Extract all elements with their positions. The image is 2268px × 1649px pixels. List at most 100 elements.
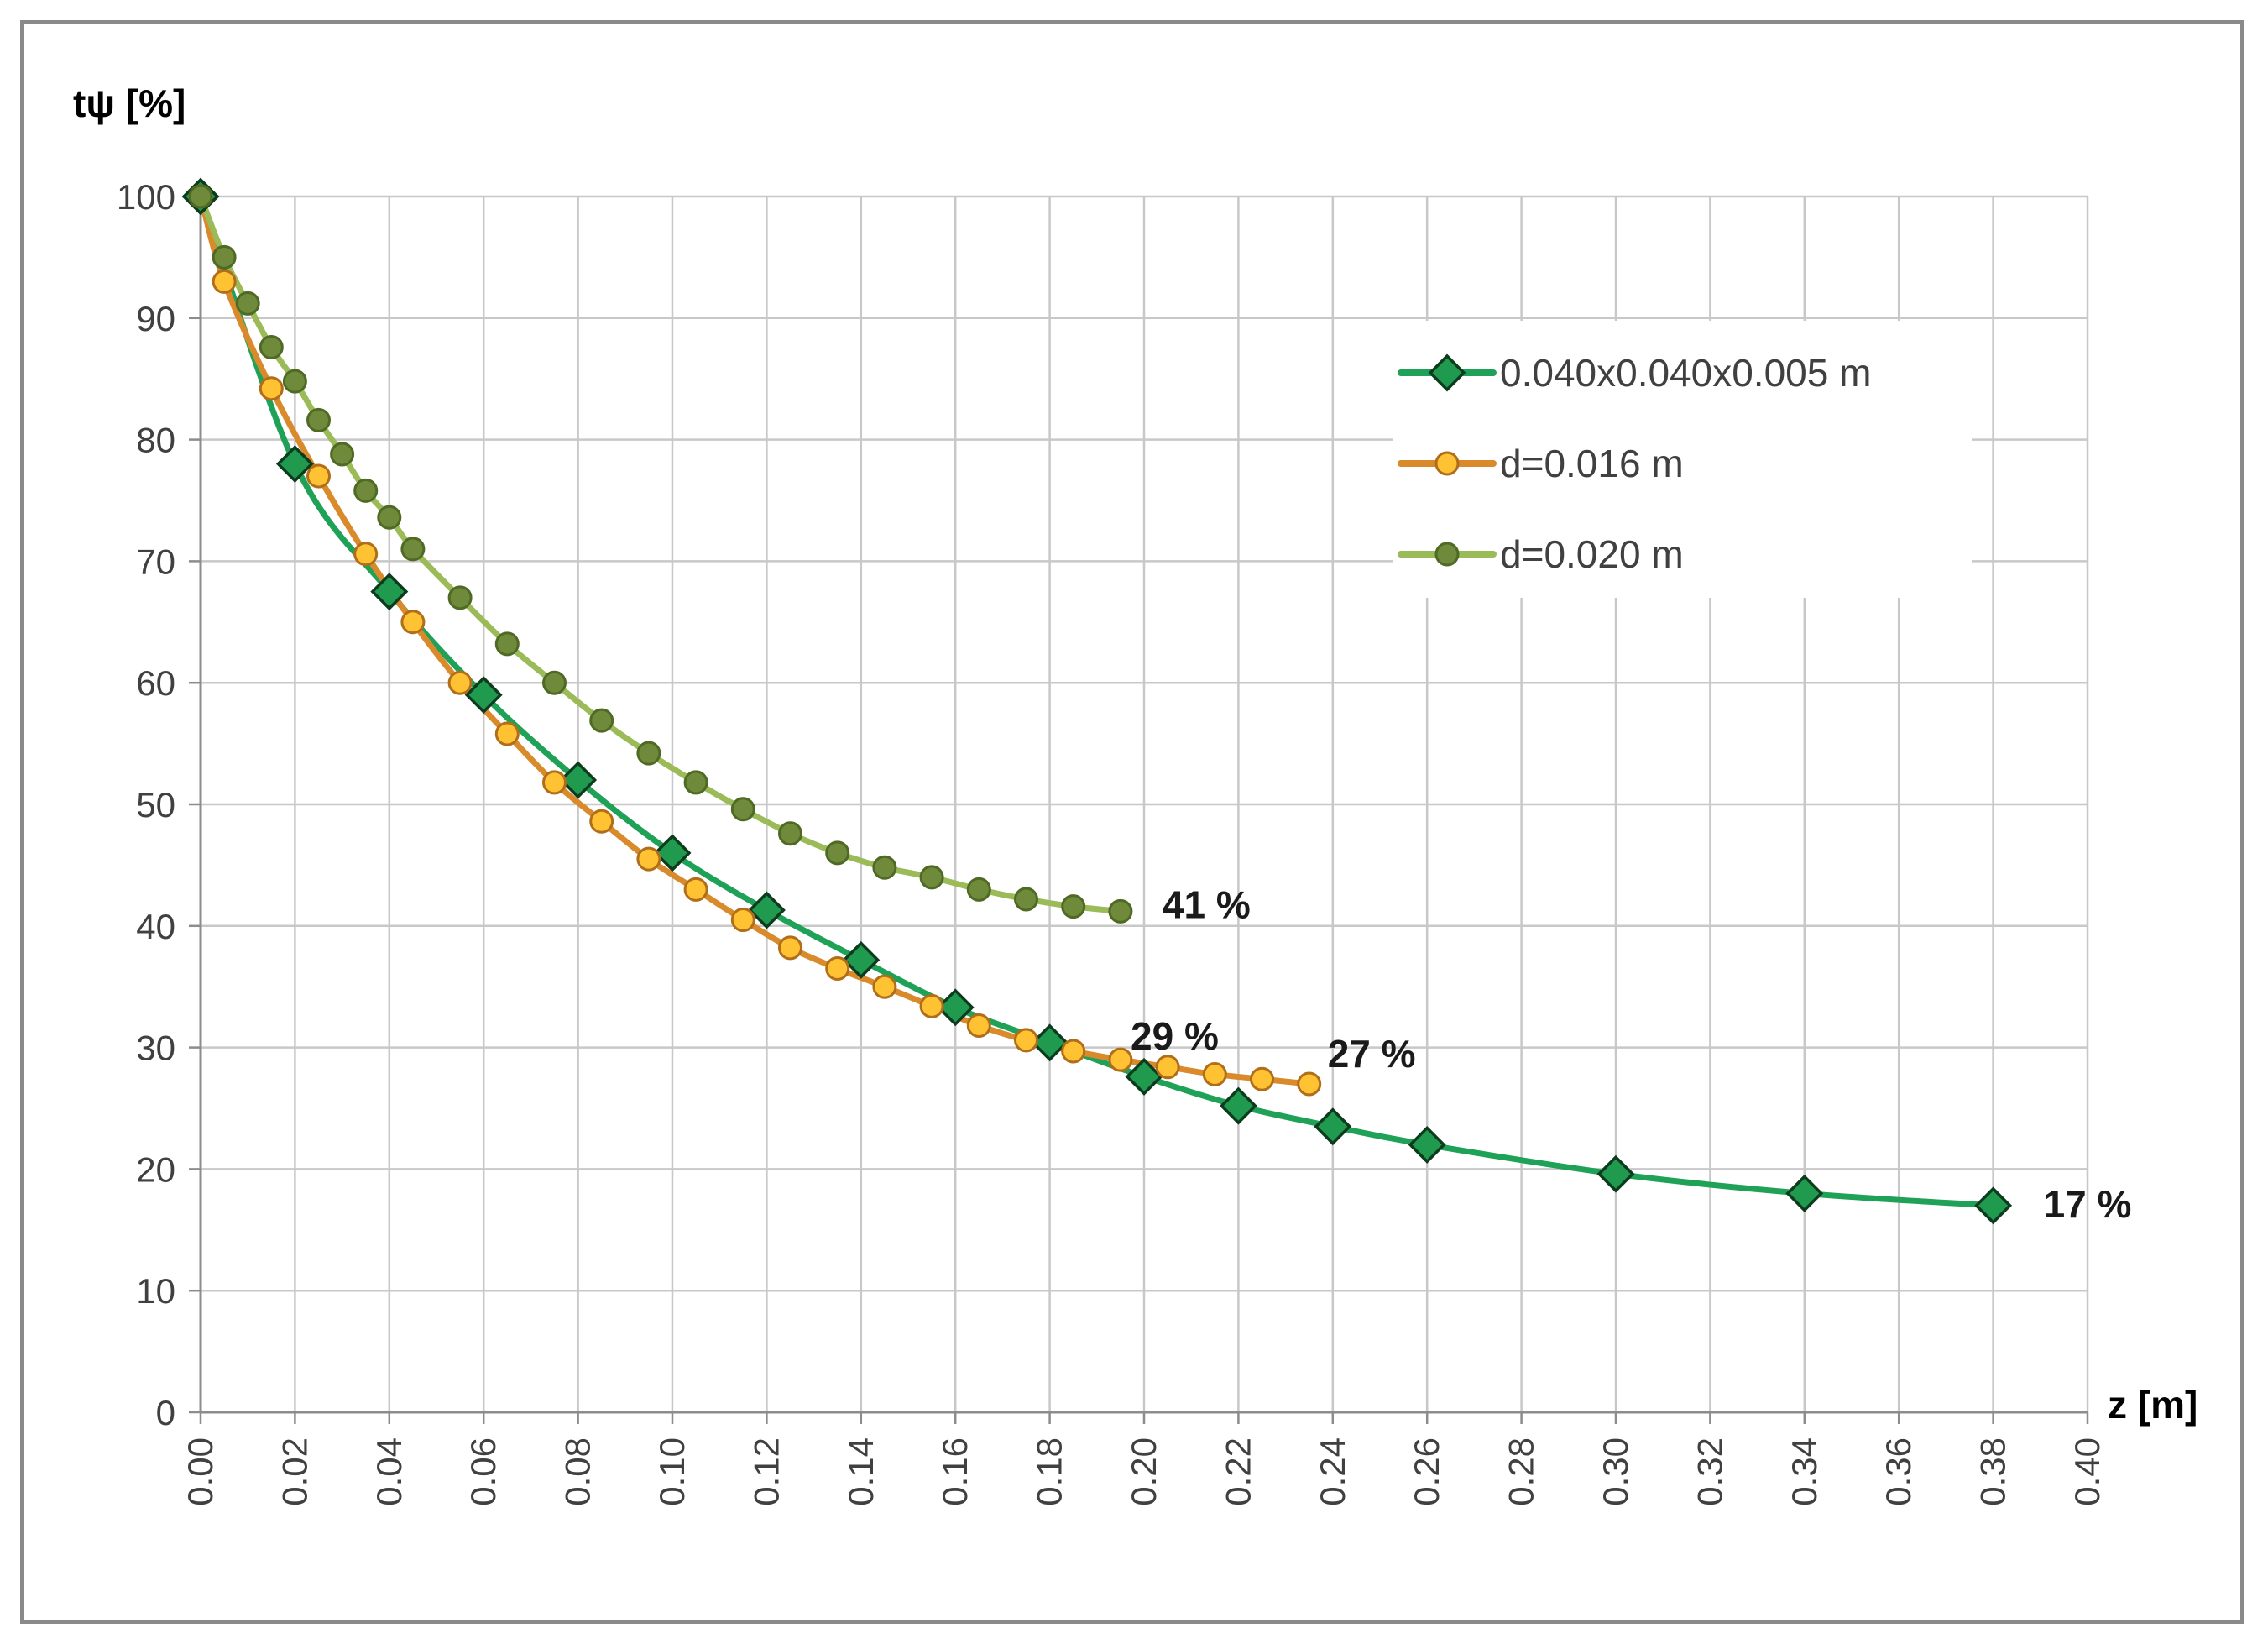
- legend-swatch-marker: [1434, 451, 1460, 476]
- data-point: [212, 269, 237, 294]
- data-point: [919, 865, 944, 890]
- data-point: [1250, 1066, 1274, 1091]
- data-point: [447, 585, 473, 610]
- y-tick-label: 60: [136, 663, 175, 703]
- y-tick-label: 90: [136, 299, 175, 338]
- data-point: [589, 809, 614, 834]
- y-tick-label: 0: [156, 1393, 175, 1432]
- data-point: [400, 537, 426, 562]
- data-markers: [181, 177, 2013, 1225]
- data-point: [306, 463, 331, 489]
- x-tick-label: 0.26: [1407, 1437, 1446, 1506]
- legend-label: d=0.020 m: [1500, 532, 1684, 576]
- data-point: [1219, 1086, 1257, 1125]
- data-point: [542, 770, 567, 795]
- chart-frame: 0 10 20 30 40 50 60 70 80 90 100 0.00 0.02 0.04 0.06 0…: [20, 20, 2244, 1624]
- legend: 0.040x0.040x0.005 m d=0.016 m d=0.020 m: [1393, 321, 1972, 598]
- y-tick-label: 50: [136, 785, 175, 824]
- data-point: [1014, 1028, 1038, 1053]
- x-tick-label: 0.08: [558, 1437, 598, 1506]
- legend-label: 0.040x0.040x0.005 m: [1500, 351, 1871, 395]
- data-point: [1314, 1107, 1352, 1146]
- axes: [189, 195, 2089, 1424]
- data-point: [1596, 1154, 1635, 1193]
- data-point: [936, 988, 975, 1027]
- data-point: [778, 821, 802, 846]
- data-point: [1061, 1039, 1086, 1064]
- x-tick-label: 0.34: [1785, 1437, 1824, 1506]
- y-tick-label: 20: [136, 1149, 175, 1189]
- data-point: [872, 974, 897, 999]
- data-point: [825, 955, 850, 981]
- y-tick-label: 100: [117, 177, 175, 217]
- data-point: [494, 631, 520, 657]
- data-point: [1202, 1061, 1227, 1086]
- x-tick-label: 0.38: [1973, 1437, 2013, 1506]
- data-point: [1031, 1023, 1069, 1062]
- x-tick-label: 0.10: [652, 1437, 692, 1506]
- x-tick-labels: 0.00 0.02 0.04 0.06 0.08 0.10 0.12 0.14 0.16 0.18…: [180, 1437, 2107, 1506]
- x-tick-label: 0.24: [1313, 1437, 1352, 1506]
- data-point: [636, 741, 661, 766]
- data-point: [1974, 1186, 2013, 1225]
- data-point: [683, 770, 708, 795]
- data-point: [778, 935, 802, 961]
- x-tick-label: 0.22: [1218, 1437, 1257, 1506]
- data-point: [542, 670, 567, 695]
- y-tick-label: 30: [136, 1029, 175, 1068]
- data-point: [730, 797, 755, 822]
- data-point: [636, 846, 661, 872]
- data-point: [842, 940, 881, 979]
- data-point: [1785, 1174, 1824, 1212]
- y-tick-label: 80: [136, 421, 175, 460]
- data-point: [212, 244, 237, 270]
- legend-swatch-marker: [1428, 353, 1466, 392]
- legend-label: d=0.016 m: [1500, 442, 1684, 485]
- data-point: [330, 442, 355, 467]
- end-value-label: 41 %: [1163, 882, 1251, 926]
- legend-swatch-marker: [1434, 542, 1460, 567]
- series-line: [197, 193, 1313, 1087]
- data-point: [275, 445, 314, 484]
- x-tick-label: 0.20: [1124, 1437, 1163, 1506]
- x-tick-label: 0.06: [463, 1437, 503, 1506]
- data-point: [400, 610, 426, 635]
- data-point: [282, 369, 307, 394]
- data-point: [1108, 1047, 1133, 1072]
- x-tick-label: 0.40: [2067, 1437, 2107, 1506]
- data-point: [1155, 1055, 1180, 1080]
- data-point: [1014, 887, 1038, 912]
- end-value-label: 17 %: [2044, 1182, 2132, 1226]
- y-tick-label: 70: [136, 542, 175, 581]
- x-tick-label: 0.12: [746, 1437, 786, 1506]
- y-axis-title: tψ [%]: [73, 81, 186, 125]
- data-point: [1061, 894, 1086, 919]
- data-point: [747, 891, 786, 929]
- x-tick-label: 0.18: [1030, 1437, 1069, 1506]
- x-axis-title: z [m]: [2108, 1383, 2197, 1427]
- x-tick-label: 0.32: [1690, 1437, 1729, 1506]
- y-tick-labels: 0 10 20 30 40 50 60 70 80 90 100: [117, 177, 175, 1432]
- end-value-label: 27 %: [1328, 1032, 1416, 1076]
- data-point: [1108, 898, 1133, 924]
- data-point: [589, 708, 614, 733]
- data-point: [825, 840, 850, 866]
- x-tick-label: 0.16: [935, 1437, 975, 1506]
- data-point: [730, 908, 755, 933]
- data-point: [1297, 1071, 1322, 1097]
- x-tick-label: 0.02: [274, 1437, 314, 1506]
- data-point: [653, 834, 692, 872]
- data-point: [1408, 1125, 1446, 1164]
- x-tick-label: 0.14: [841, 1437, 881, 1506]
- x-tick-label: 0.30: [1596, 1437, 1635, 1506]
- data-point: [370, 573, 409, 611]
- data-point: [353, 542, 379, 567]
- x-tick-label: 0.04: [369, 1437, 409, 1506]
- data-point: [353, 478, 379, 503]
- data-point: [447, 670, 473, 695]
- data-point: [259, 376, 284, 401]
- data-point: [377, 505, 402, 530]
- annotation-label: 29 %: [1131, 1014, 1219, 1058]
- data-point: [259, 335, 284, 360]
